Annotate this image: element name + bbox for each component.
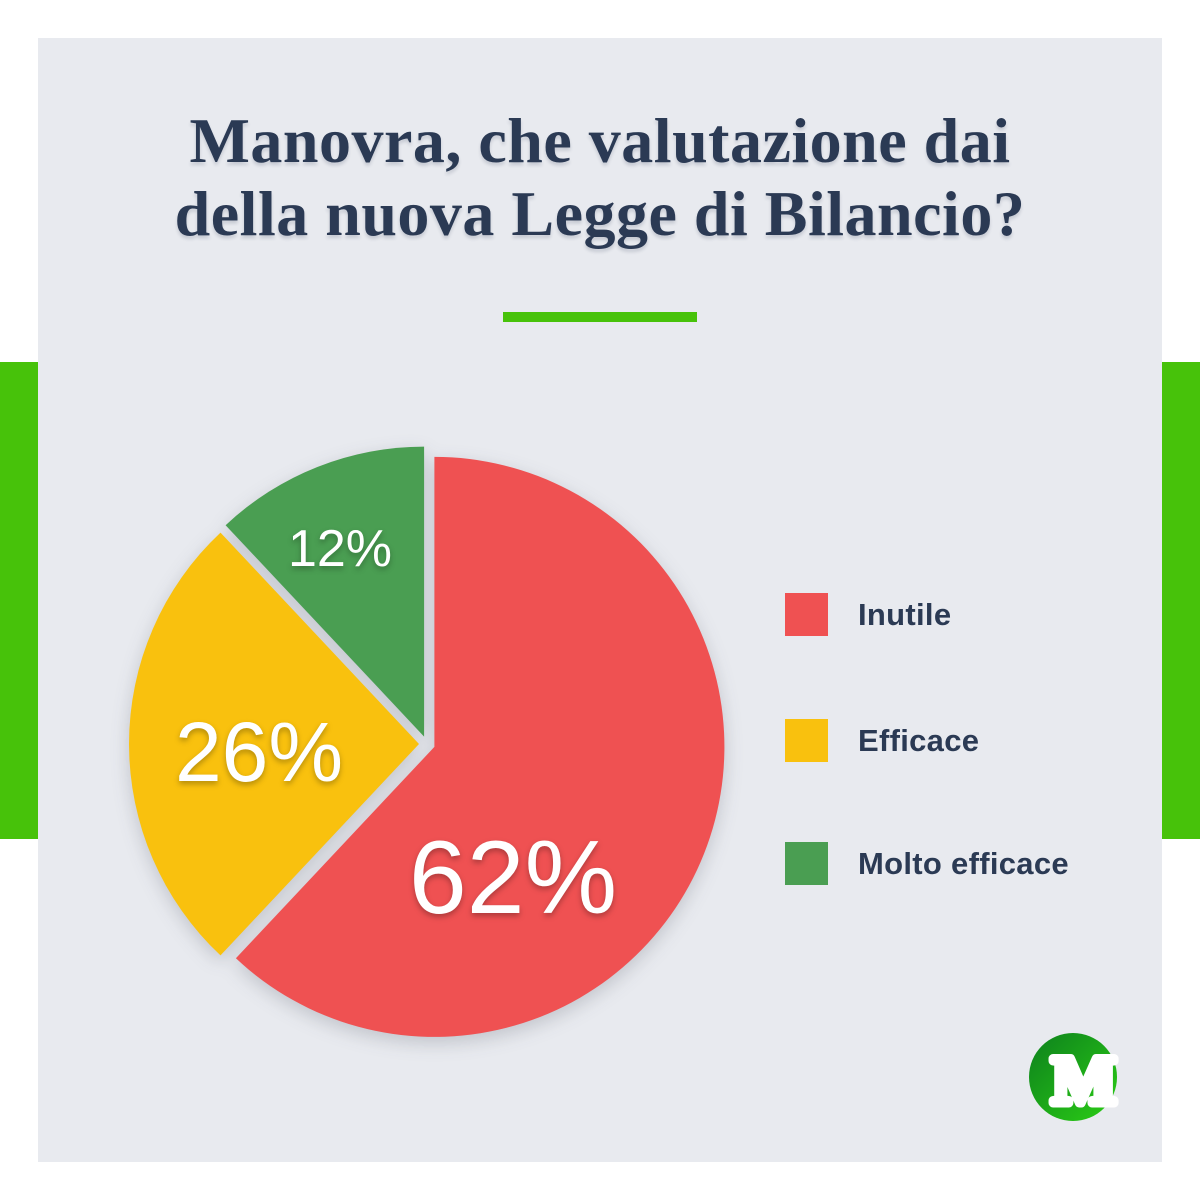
pie-value-label-inutile: 62%: [409, 820, 617, 936]
title-underline-divider: [503, 312, 697, 322]
pie-slice-molto-efficace: [225, 446, 425, 737]
left-accent-bar: [0, 362, 38, 839]
pie-slice-inutile: [235, 456, 725, 1037]
page-title-line1: Manovra, che valutazione dai: [189, 105, 1011, 176]
legend-label-molto-efficace: Molto efficace: [858, 845, 1069, 881]
legend-label-inutile: Inutile: [858, 596, 952, 632]
legend-label-efficace: Efficace: [858, 722, 980, 758]
right-accent-bar: [1162, 362, 1200, 839]
legend-item-molto-efficace: Molto efficace: [785, 842, 1069, 885]
logo-circle: [1029, 1033, 1117, 1121]
page-title: Manovra, che valutazione dai della nuova…: [60, 104, 1140, 250]
pie-slice-efficace: [129, 532, 419, 956]
brand-logo: M: [1029, 1033, 1121, 1123]
legend-swatch-molto-efficace: [785, 842, 828, 885]
legend-swatch-efficace: [785, 719, 828, 762]
legend-item-inutile: Inutile: [785, 593, 951, 636]
pie-value-label-molto-efficace: 12%: [288, 520, 392, 578]
logo-letter: M: [1052, 1042, 1116, 1118]
legend-swatch-inutile: [785, 593, 828, 636]
pie-value-label-efficace: 26%: [175, 705, 343, 799]
page-title-line2: della nuova Legge di Bilancio?: [174, 178, 1026, 249]
pie-chart: 62% 26% 12%: [129, 446, 725, 1037]
legend-item-efficace: Efficace: [785, 719, 979, 762]
